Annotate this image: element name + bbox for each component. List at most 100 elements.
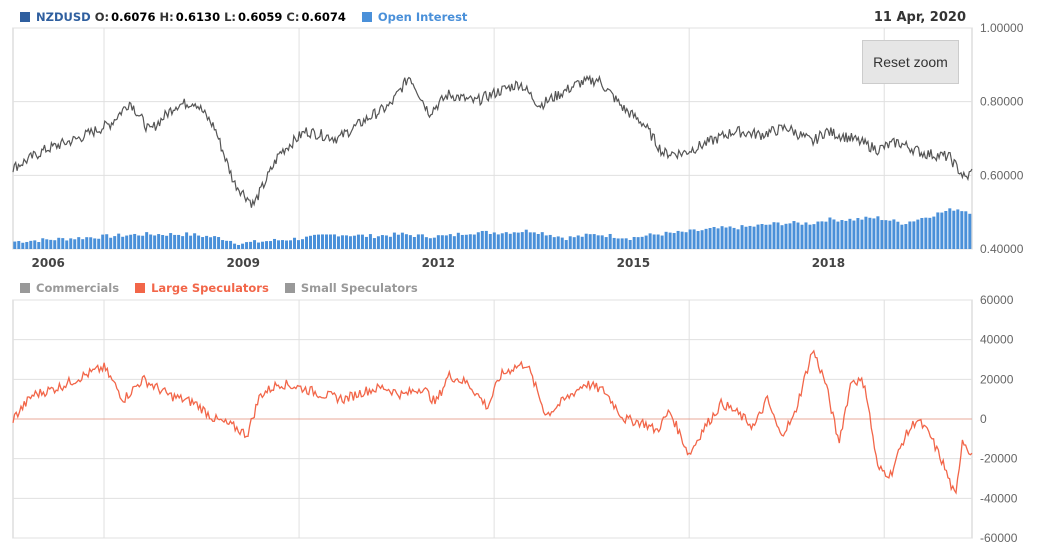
open-interest-bar[interactable]: [668, 232, 672, 249]
open-interest-bar[interactable]: [249, 241, 253, 249]
open-interest-bar[interactable]: [716, 228, 720, 249]
open-interest-bar[interactable]: [193, 233, 197, 249]
open-interest-bar[interactable]: [840, 220, 844, 249]
open-interest-bar[interactable]: [552, 237, 556, 249]
open-interest-bar[interactable]: [253, 240, 257, 249]
open-interest-bar[interactable]: [372, 238, 376, 249]
open-interest-bar[interactable]: [756, 224, 760, 249]
open-interest-bar[interactable]: [660, 235, 664, 249]
open-interest-bar[interactable]: [245, 242, 249, 249]
legend-item-open-interest[interactable]: Open Interest: [361, 10, 467, 24]
open-interest-bar[interactable]: [428, 238, 432, 249]
open-interest-bar[interactable]: [105, 234, 109, 249]
open-interest-bar[interactable]: [500, 233, 504, 249]
open-interest-bar[interactable]: [476, 232, 480, 249]
open-interest-bar[interactable]: [41, 238, 45, 249]
open-interest-bar[interactable]: [181, 236, 185, 249]
open-interest-bar[interactable]: [408, 235, 412, 249]
open-interest-bar[interactable]: [420, 234, 424, 249]
open-interest-bar[interactable]: [384, 235, 388, 249]
open-interest-bar[interactable]: [524, 229, 528, 249]
open-interest-bar[interactable]: [113, 236, 117, 249]
open-interest-bar[interactable]: [125, 235, 129, 249]
open-interest-bar[interactable]: [376, 236, 380, 249]
open-interest-bar[interactable]: [233, 243, 237, 249]
reset-zoom-button[interactable]: Reset zoom: [862, 40, 959, 84]
open-interest-bar[interactable]: [832, 219, 836, 249]
open-interest-bar[interactable]: [824, 221, 828, 249]
open-interest-bar[interactable]: [544, 235, 548, 249]
legend-item-small-speculators[interactable]: Small Speculators: [284, 281, 418, 295]
open-interest-bar[interactable]: [748, 225, 752, 249]
open-interest-bar[interactable]: [217, 237, 221, 249]
open-interest-bar[interactable]: [121, 236, 125, 249]
open-interest-bar[interactable]: [964, 211, 968, 249]
open-interest-bar[interactable]: [932, 216, 936, 249]
open-interest-bar[interactable]: [916, 219, 920, 249]
open-interest-bar[interactable]: [209, 237, 213, 249]
open-interest-bar[interactable]: [117, 233, 121, 249]
open-interest-bar[interactable]: [556, 236, 560, 249]
open-interest-bar[interactable]: [157, 234, 161, 249]
open-interest-bar[interactable]: [520, 232, 524, 249]
open-interest-bar[interactable]: [872, 218, 876, 249]
open-interest-bar[interactable]: [69, 238, 73, 249]
open-interest-bar[interactable]: [45, 239, 49, 249]
open-interest-bar[interactable]: [440, 235, 444, 249]
open-interest-bar[interactable]: [896, 221, 900, 249]
open-interest-bar[interactable]: [512, 232, 516, 249]
open-interest-bar[interactable]: [297, 240, 301, 249]
open-interest-bar[interactable]: [185, 232, 189, 249]
open-interest-bar[interactable]: [129, 234, 133, 249]
open-interest-bar[interactable]: [21, 242, 25, 249]
open-interest-bar[interactable]: [316, 234, 320, 249]
open-interest-bar[interactable]: [532, 232, 536, 249]
open-interest-bar[interactable]: [25, 241, 29, 249]
open-interest-bar[interactable]: [956, 209, 960, 249]
open-interest-bar[interactable]: [604, 237, 608, 249]
open-interest-bar[interactable]: [928, 217, 932, 249]
open-interest-bar[interactable]: [760, 224, 764, 249]
open-interest-bar[interactable]: [141, 235, 145, 249]
open-interest-bar[interactable]: [528, 232, 532, 249]
open-interest-bar[interactable]: [516, 232, 520, 249]
open-interest-bar[interactable]: [576, 235, 580, 249]
open-interest-bar[interactable]: [728, 226, 732, 249]
open-interest-bar[interactable]: [568, 236, 572, 249]
large-speculators-line[interactable]: [12, 349, 973, 495]
open-interest-bar[interactable]: [888, 220, 892, 249]
open-interest-bar[interactable]: [145, 232, 149, 249]
open-interest-bar[interactable]: [360, 234, 364, 249]
open-interest-bar[interactable]: [277, 240, 281, 249]
open-interest-bar[interactable]: [77, 237, 81, 249]
open-interest-bar[interactable]: [257, 242, 261, 249]
open-interest-bar[interactable]: [664, 231, 668, 249]
open-interest-bar[interactable]: [732, 227, 736, 249]
open-interest-bar[interactable]: [137, 235, 141, 249]
open-interest-bar[interactable]: [89, 237, 93, 249]
open-interest-bar[interactable]: [828, 217, 832, 249]
open-interest-bar[interactable]: [940, 212, 944, 249]
open-interest-bar[interactable]: [173, 234, 177, 249]
open-interest-bar[interactable]: [836, 221, 840, 249]
open-interest-bar[interactable]: [920, 217, 924, 249]
open-interest-bar[interactable]: [860, 219, 864, 249]
open-interest-bar[interactable]: [289, 240, 293, 249]
open-interest-bar[interactable]: [352, 235, 356, 249]
open-interest-bar[interactable]: [49, 239, 53, 249]
open-interest-bar[interactable]: [149, 234, 153, 249]
open-interest-bar[interactable]: [656, 234, 660, 249]
open-interest-bar[interactable]: [73, 239, 77, 249]
open-interest-bar[interactable]: [844, 220, 848, 249]
open-interest-bar[interactable]: [696, 231, 700, 249]
open-interest-bar[interactable]: [153, 235, 157, 249]
open-interest-bar[interactable]: [536, 233, 540, 249]
open-interest-bar[interactable]: [300, 239, 304, 249]
open-interest-bar[interactable]: [936, 212, 940, 249]
open-interest-bar[interactable]: [13, 241, 17, 249]
open-interest-bar[interactable]: [452, 236, 456, 249]
open-interest-bar[interactable]: [448, 234, 452, 249]
open-interest-bar[interactable]: [484, 230, 488, 249]
open-interest-bar[interactable]: [712, 227, 716, 249]
